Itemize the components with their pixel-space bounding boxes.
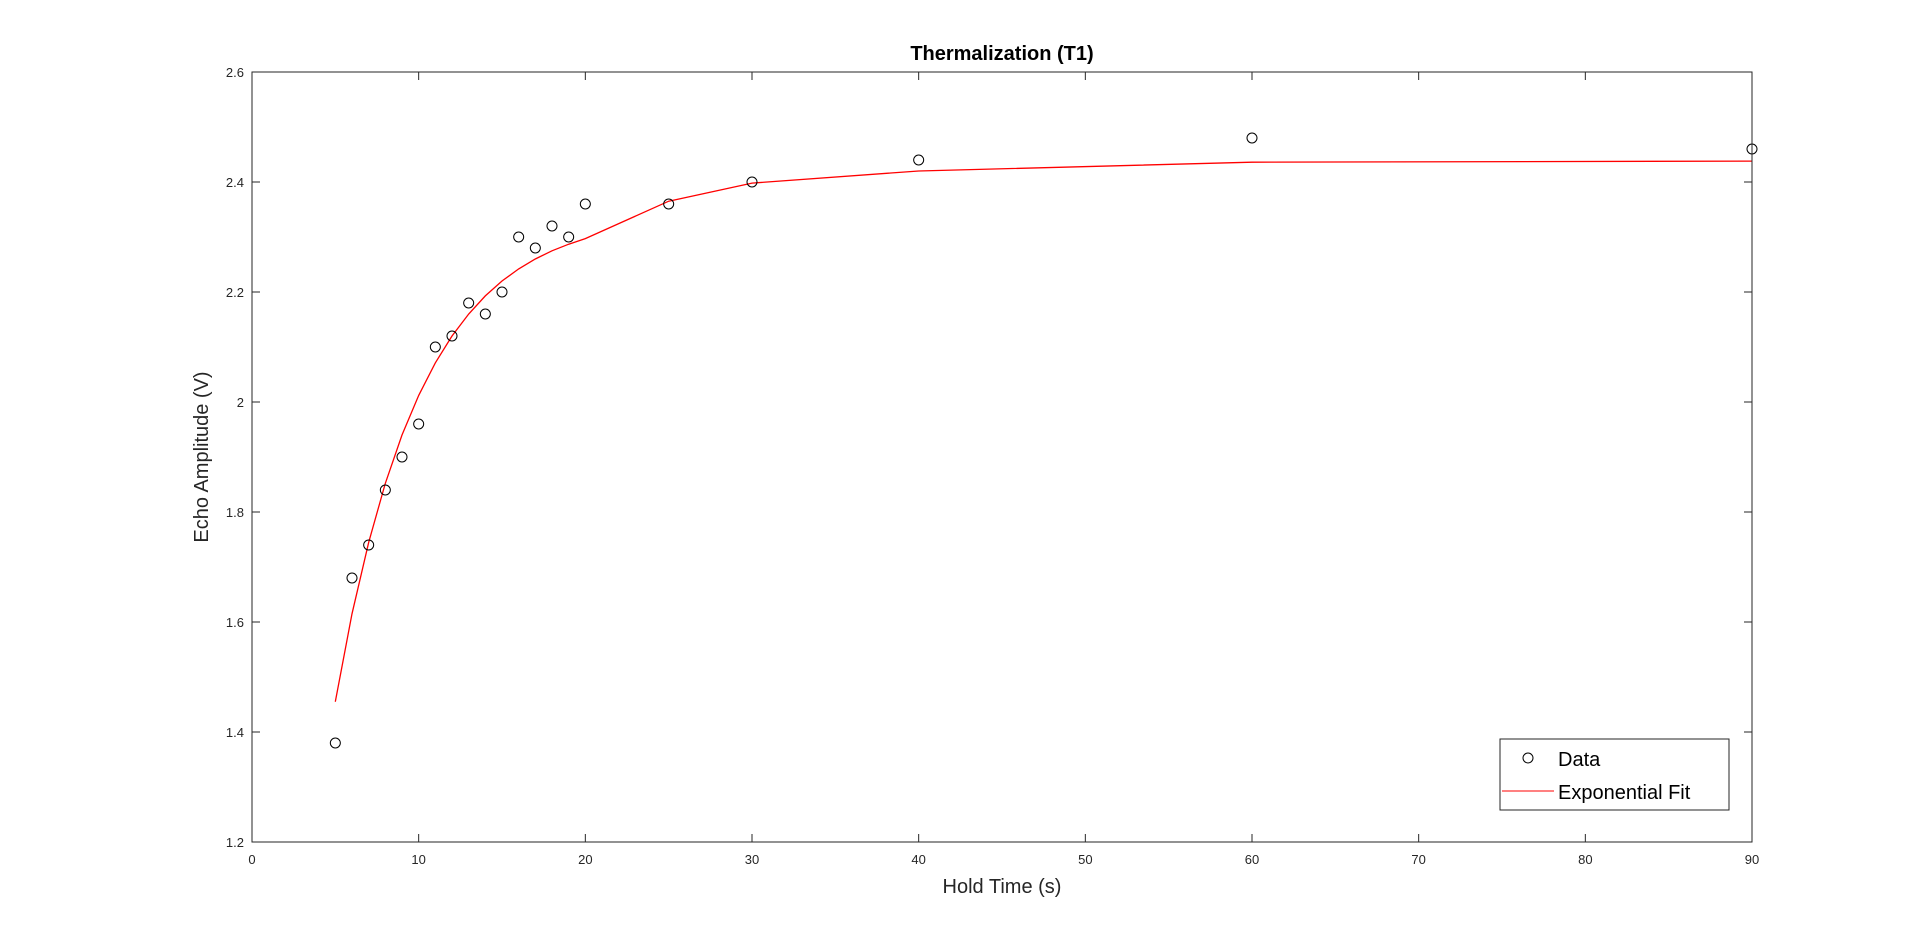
axes-box <box>251 71 1753 843</box>
x-tick-label: 50 <box>1078 852 1092 867</box>
legend-fit-label: Exponential Fit <box>1558 782 1691 804</box>
fit-line <box>334 160 1753 702</box>
data-point <box>913 154 925 166</box>
x-tick-label: 30 <box>745 852 759 867</box>
data-point <box>746 176 758 188</box>
fit-layer <box>334 160 1753 702</box>
data-point <box>479 308 491 320</box>
chart-title: Thermalization (T1) <box>910 43 1093 65</box>
data-point <box>429 341 441 353</box>
data-point <box>663 198 675 210</box>
x-tick-label: 0 <box>248 852 255 867</box>
data-point <box>346 572 358 584</box>
x-tick-label: 90 <box>1745 852 1759 867</box>
data-point <box>396 451 408 463</box>
data-point <box>529 242 541 254</box>
data-point <box>579 198 591 210</box>
x-axis-label: Hold Time (s) <box>943 876 1062 898</box>
data-point <box>446 330 458 342</box>
legend-box <box>1499 738 1730 811</box>
data-point <box>513 231 525 243</box>
legend-data-marker-icon <box>1522 752 1534 764</box>
x-tick-label: 20 <box>578 852 592 867</box>
data-point <box>1246 132 1258 144</box>
y-tick-label: 1.4 <box>226 725 244 740</box>
data-point <box>379 484 391 496</box>
data-point <box>563 231 575 243</box>
y-tick-label: 2.6 <box>226 65 244 80</box>
plot-area <box>252 72 1752 842</box>
y-tick-label: 1.2 <box>226 835 244 850</box>
y-tick-labels: 1.2 1.4 1.6 1.8 2 2.2 2.4 2.6 <box>226 65 244 850</box>
x-tick-label: 70 <box>1411 852 1425 867</box>
y-tick-label: 1.8 <box>226 505 244 520</box>
data-point <box>363 539 375 551</box>
data-point <box>546 220 558 232</box>
x-tick-label: 40 <box>911 852 925 867</box>
x-tick-label: 80 <box>1578 852 1592 867</box>
points-layer <box>329 132 1758 749</box>
x-tick-label: 60 <box>1245 852 1259 867</box>
ticks-layer <box>251 71 1753 843</box>
data-point <box>329 737 341 749</box>
data-point <box>496 286 508 298</box>
x-tick-labels: 0 10 20 30 40 50 60 70 80 90 <box>248 852 1759 867</box>
legend-data-label: Data <box>1558 749 1601 771</box>
y-tick-label: 1.6 <box>226 615 244 630</box>
x-tick-label: 10 <box>411 852 425 867</box>
data-point <box>463 297 475 309</box>
y-axis-label: Echo Amplitude (V) <box>191 371 213 542</box>
y-tick-label: 2 <box>237 395 244 410</box>
y-tick-label: 2.4 <box>226 175 244 190</box>
y-tick-label: 2.2 <box>226 285 244 300</box>
data-point <box>413 418 425 430</box>
legend: Data Exponential Fit <box>1499 738 1730 811</box>
